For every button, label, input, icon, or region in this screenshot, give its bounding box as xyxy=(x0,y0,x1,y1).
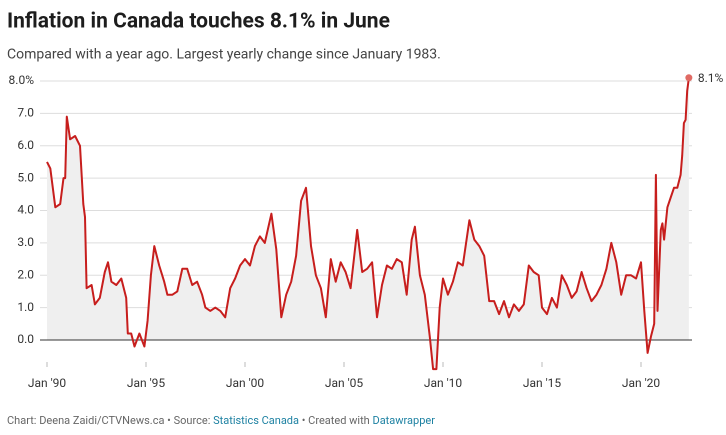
y-tick-label: 3.0 xyxy=(17,235,34,249)
y-tick-label: 8.0% xyxy=(9,73,35,87)
y-tick-label: 6.0 xyxy=(17,138,34,152)
y-tick-label: 1.0 xyxy=(17,300,34,314)
chart-subtitle: Compared with a year ago. Largest yearly… xyxy=(7,47,441,63)
footer: Chart: Deena Zaidi/CTVNews.ca • Source: … xyxy=(7,414,435,427)
end-label: 8.1% xyxy=(698,71,724,85)
x-tick-label: Jan '90 xyxy=(28,376,67,390)
y-tick-label: 7.0 xyxy=(17,106,34,120)
y-tick-label: 5.0 xyxy=(17,170,34,184)
source-link[interactable]: Statistics Canada xyxy=(213,414,299,427)
x-tick-label: Jan '05 xyxy=(325,376,364,390)
x-tick-label: Jan '10 xyxy=(424,376,463,390)
footer-credit: Chart: Deena Zaidi/CTVNews.ca • Source: xyxy=(7,414,213,427)
tool-link[interactable]: Datawrapper xyxy=(372,414,435,427)
y-tick-label: 4.0 xyxy=(17,203,34,217)
x-tick-label: Jan '00 xyxy=(226,376,265,390)
y-tick-label: 0.0 xyxy=(17,332,34,346)
x-tick-label: Jan '95 xyxy=(127,376,166,390)
line xyxy=(46,77,690,371)
end-dot xyxy=(685,74,693,82)
area xyxy=(47,77,689,370)
y-tick-label: 2.0 xyxy=(17,267,34,281)
x-tick-label: Jan '15 xyxy=(523,376,562,390)
footer-mid: • Created with xyxy=(299,414,372,427)
chart-title: Inflation in Canada touches 8.1% in June xyxy=(7,10,390,34)
x-tick-label: Jan '20 xyxy=(622,376,661,390)
